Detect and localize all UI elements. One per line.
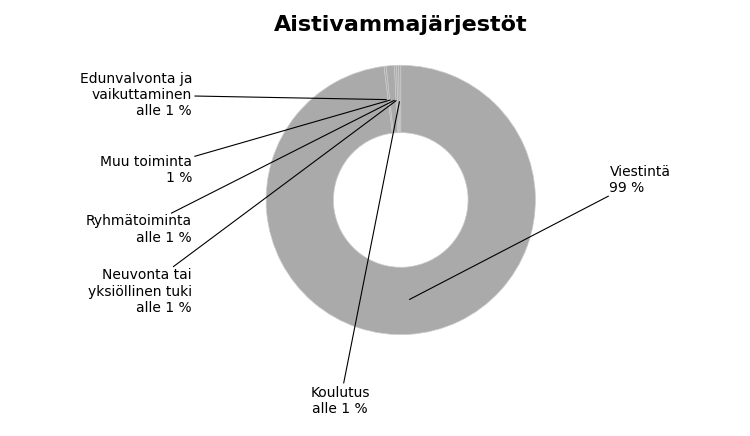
- Wedge shape: [386, 65, 398, 133]
- Text: Edunvalvonta ja
vaikuttaminen
alle 1 %: Edunvalvonta ja vaikuttaminen alle 1 %: [80, 72, 386, 118]
- Text: Koulutus
alle 1 %: Koulutus alle 1 %: [310, 102, 400, 416]
- Wedge shape: [397, 65, 400, 133]
- Wedge shape: [266, 65, 536, 334]
- Title: Aistivammajärjestöt: Aistivammajärjestöt: [274, 15, 527, 35]
- Wedge shape: [384, 66, 394, 133]
- Wedge shape: [394, 65, 399, 133]
- Text: Muu toiminta
1 %: Muu toiminta 1 %: [100, 100, 390, 185]
- Text: Viestintä
99 %: Viestintä 99 %: [410, 165, 670, 300]
- Text: Neuvonta tai
yksiöllinen tuki
alle 1 %: Neuvonta tai yksiöllinen tuki alle 1 %: [88, 101, 396, 315]
- Text: Ryhmätoiminta
alle 1 %: Ryhmätoiminta alle 1 %: [86, 100, 394, 245]
- Wedge shape: [399, 65, 400, 133]
